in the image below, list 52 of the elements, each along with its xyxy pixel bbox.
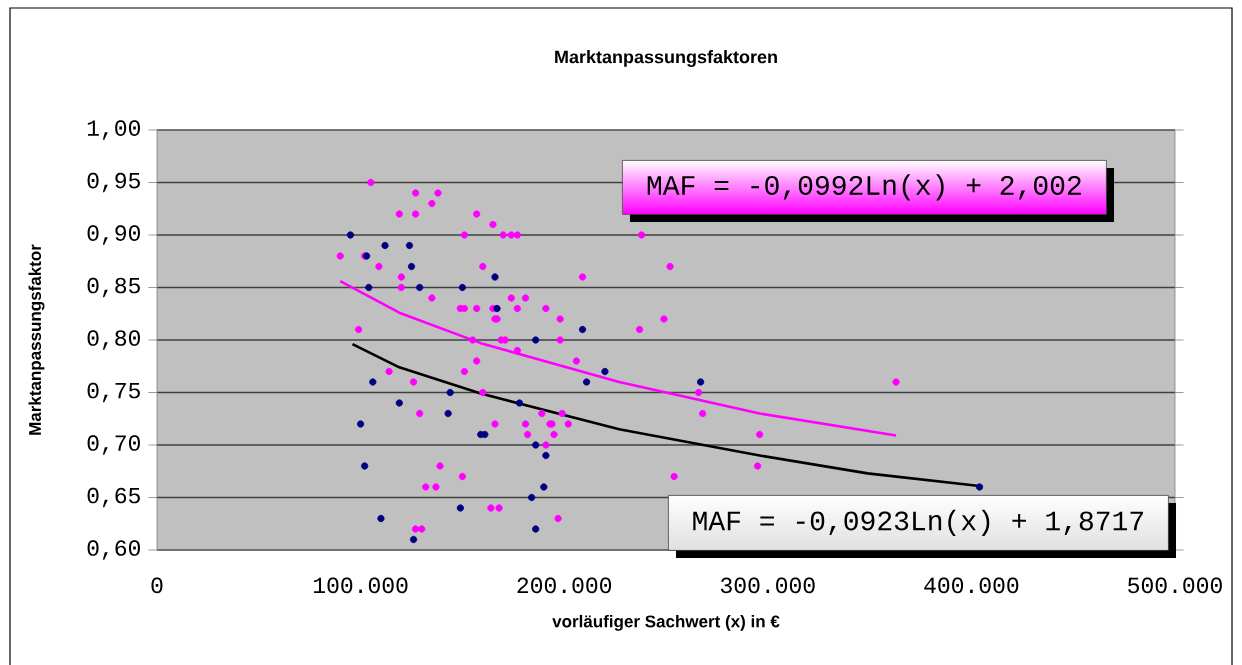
point bbox=[407, 262, 416, 271]
point bbox=[369, 378, 377, 386]
point bbox=[578, 325, 587, 334]
point bbox=[491, 273, 499, 281]
point bbox=[377, 514, 385, 523]
point bbox=[697, 378, 705, 386]
point bbox=[515, 399, 524, 407]
x-tick-label: 300.000 bbox=[720, 577, 815, 594]
y-tick-label: 0,80 bbox=[87, 330, 140, 350]
point bbox=[481, 430, 489, 439]
point bbox=[444, 409, 452, 418]
point bbox=[493, 304, 501, 313]
point bbox=[365, 283, 373, 292]
y-tick-label: 0,70 bbox=[87, 435, 140, 455]
line-series bbox=[338, 279, 898, 437]
y-tick-label: 0,65 bbox=[87, 487, 140, 508]
point bbox=[346, 231, 355, 239]
y-tick-label: 1,00 bbox=[87, 120, 140, 140]
point bbox=[601, 367, 609, 376]
point bbox=[361, 462, 369, 470]
x-tick-label: 0 bbox=[151, 577, 163, 594]
point bbox=[532, 525, 540, 533]
point bbox=[540, 483, 548, 491]
point bbox=[458, 283, 466, 292]
y-tick-label: 0,75 bbox=[87, 382, 140, 403]
y-tick-label: 0,95 bbox=[87, 172, 140, 193]
point bbox=[357, 420, 365, 428]
y-tick-label: 0,60 bbox=[87, 540, 140, 560]
point bbox=[409, 535, 418, 544]
point bbox=[416, 283, 424, 292]
y-axis-title: Marktanpassungsfaktor bbox=[28, 244, 45, 435]
y-tick-label: 0,90 bbox=[87, 225, 140, 245]
x-axis-title: vorläufiger Sachwert (x) in € bbox=[552, 614, 780, 631]
point bbox=[456, 504, 464, 512]
annotation: MAF = -0,0992Ln(x) + 2,002 bbox=[647, 174, 1081, 201]
point bbox=[405, 241, 414, 250]
point bbox=[395, 399, 403, 407]
chart-title: Marktanpassungsfaktoren bbox=[555, 50, 777, 67]
x-tick-label: 400.000 bbox=[924, 577, 1019, 594]
annotation: MAF = -0,0923Ln(x) + 1,8717 bbox=[693, 509, 1143, 536]
point bbox=[975, 483, 984, 491]
point bbox=[542, 451, 550, 460]
point bbox=[528, 493, 536, 502]
point bbox=[446, 388, 454, 397]
point bbox=[583, 378, 591, 386]
point bbox=[532, 336, 540, 344]
x-tick-label: 500.000 bbox=[1128, 577, 1222, 594]
point bbox=[381, 241, 389, 250]
y-tick-label: 0,85 bbox=[87, 277, 140, 298]
x-tick-label: 100.000 bbox=[313, 577, 408, 594]
x-tick-label: 200.000 bbox=[517, 577, 612, 594]
point bbox=[532, 441, 540, 449]
